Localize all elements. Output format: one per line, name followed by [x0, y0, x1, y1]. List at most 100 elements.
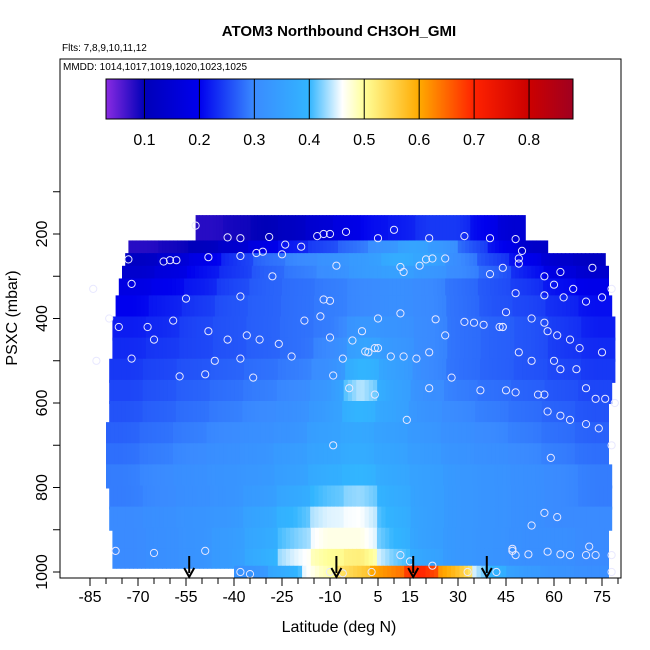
curtain-cell — [524, 295, 530, 320]
curtain-cell — [565, 379, 571, 405]
curtain-cell — [217, 401, 223, 426]
curtain-cell — [525, 401, 530, 426]
curtain-cell — [172, 485, 177, 510]
curtain-cell — [343, 548, 349, 569]
curtain-cell — [597, 253, 602, 269]
curtain-cell — [426, 464, 432, 489]
curtain-cell — [430, 337, 436, 362]
curtain-cell — [580, 265, 585, 282]
curtain-cell — [422, 337, 427, 362]
curtain-cell — [541, 443, 547, 468]
curtain-cell — [588, 278, 593, 299]
curtain-cell — [551, 358, 557, 383]
curtain-cell — [290, 422, 295, 447]
curtain-cell — [454, 265, 460, 282]
curtain-cell — [310, 278, 316, 299]
curtain-cell — [248, 422, 254, 447]
curtain-cell — [313, 401, 318, 426]
curtain-cell — [443, 548, 448, 569]
curtain-cell — [534, 278, 540, 299]
curtain-cell — [113, 379, 119, 405]
curtain-cell — [457, 253, 462, 269]
curtain-cell — [302, 565, 307, 578]
curtain-cell — [318, 485, 324, 510]
curtain-cell — [579, 443, 584, 468]
curtain-cell — [130, 379, 135, 405]
curtain-cell — [519, 265, 524, 282]
curtain-cell — [297, 253, 302, 269]
flight-point — [357, 327, 367, 336]
curtain-cell — [150, 401, 156, 426]
flight-point — [581, 420, 591, 429]
curtain-cell — [139, 240, 144, 257]
curtain-cell — [161, 295, 166, 320]
curtain-cell — [179, 337, 185, 362]
curtain-cell — [318, 295, 323, 320]
curtain-cell — [135, 464, 141, 489]
curtain-cell — [231, 443, 237, 468]
curtain-cell — [503, 422, 509, 447]
flight-point — [565, 415, 575, 424]
curtain-cell — [372, 485, 378, 510]
curtain-cell — [417, 464, 423, 489]
curtain-cell — [481, 485, 487, 510]
curtain-cell — [486, 379, 491, 405]
curtain-cell — [389, 548, 395, 569]
curtain-cell — [244, 422, 249, 447]
curtain-cell — [264, 215, 269, 244]
curtain-cell — [345, 358, 350, 383]
curtain-cell — [118, 278, 124, 299]
curtain-cell — [574, 565, 580, 578]
curtain-cell — [141, 253, 146, 269]
curtain-cell — [141, 527, 147, 552]
curtain-cell — [331, 379, 336, 405]
curtain-cell — [214, 240, 219, 257]
curtain-cell — [410, 527, 415, 552]
curtain-cell — [416, 278, 422, 299]
curtain-cell — [263, 265, 269, 282]
curtain-cell — [177, 464, 183, 489]
flight-point — [105, 314, 114, 323]
curtain-cell — [315, 215, 320, 244]
curtain-cell — [536, 485, 542, 510]
curtain-cell — [273, 443, 279, 468]
curtain-cell — [351, 316, 356, 341]
curtain-cell — [285, 379, 290, 405]
curtain-cell — [468, 565, 473, 578]
curtain-cell — [285, 506, 290, 531]
x-tick-label: -70 — [126, 589, 149, 606]
curtain-cell — [311, 422, 316, 447]
curtain-cell — [361, 565, 367, 578]
curtain-cell — [270, 240, 275, 257]
curtain-cell — [579, 401, 585, 426]
curtain-cell — [553, 565, 558, 578]
curtain-cell — [564, 337, 570, 362]
curtain-cell — [482, 443, 488, 468]
curtain-cell — [293, 379, 299, 405]
curtain-cell — [194, 295, 199, 320]
curtain-cell — [327, 443, 333, 468]
curtain-cell — [274, 215, 279, 244]
curtain-cell — [275, 337, 281, 362]
curtain-cell — [409, 265, 415, 282]
flight-point — [204, 253, 213, 262]
curtain-cell — [578, 565, 584, 578]
curtain-cell — [385, 253, 390, 269]
curtain-cell — [602, 316, 608, 341]
curtain-cell — [174, 265, 180, 282]
flight-point — [610, 398, 619, 408]
curtain-cell — [538, 358, 544, 383]
curtain-cell — [167, 278, 173, 299]
curtain-cell — [227, 422, 233, 447]
curtain-cell — [257, 548, 262, 569]
curtain-cell — [225, 337, 231, 362]
curtain-cell — [549, 253, 554, 269]
curtain-cell — [272, 295, 278, 320]
curtain-cell — [593, 337, 599, 362]
curtain-cell — [231, 422, 237, 447]
curtain-cell — [505, 316, 511, 341]
curtain-cell — [293, 253, 298, 269]
curtain-cell — [244, 443, 249, 468]
curtain-cell — [265, 443, 270, 468]
curtain-cell — [414, 548, 419, 569]
